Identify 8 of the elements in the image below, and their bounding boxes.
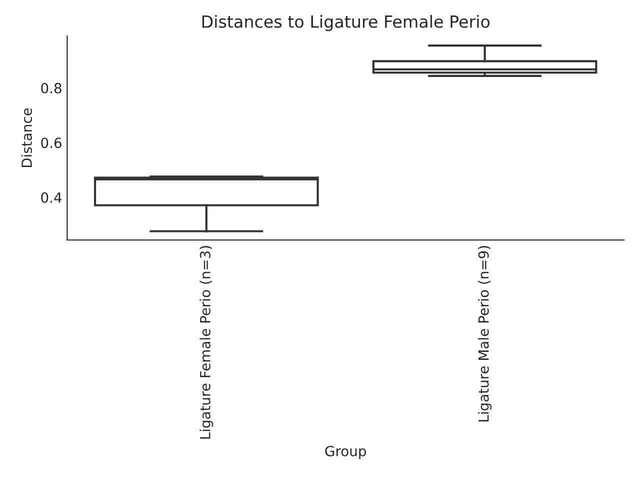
- x-tick-label: Ligature Female Perio (n=3): [200, 246, 214, 439]
- y-tick-label: 0.6: [41, 138, 62, 148]
- x-tick-label: Ligature Male Perio (n=9): [478, 246, 492, 422]
- chart-title: Distances to Ligature Female Perio: [202, 15, 490, 32]
- x-axis-title: Group: [325, 446, 366, 460]
- y-tick-label: 0.4: [41, 192, 62, 203]
- y-axis-title: Distance: [21, 108, 32, 167]
- y-tick-label: 0.8: [41, 82, 62, 94]
